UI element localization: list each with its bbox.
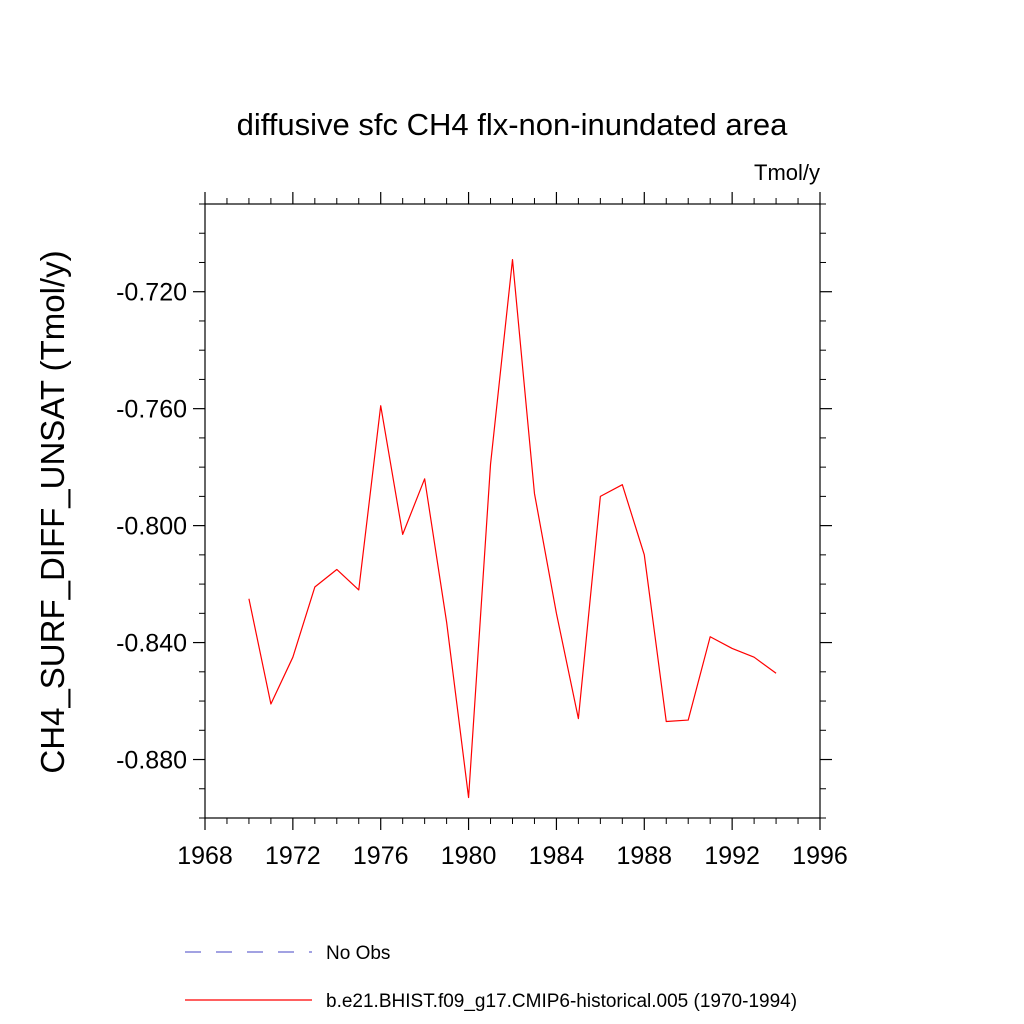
legend: No Obs b.e21.BHIST.f09_g17.CMIP6-historic… [185,943,797,1012]
y-tick-label: -0.880 [116,747,187,775]
x-tick-label: 1996 [792,842,848,870]
legend-label-1: b.e21.BHIST.f09_g17.CMIP6-historical.005… [326,991,797,1012]
y-tick-label: -0.800 [116,513,187,541]
legend-label-0: No Obs [326,943,390,964]
y-tick-label: -0.840 [116,630,187,658]
y-axis-label: CH4_SURF_DIFF_UNSAT (Tmol/y) [34,250,71,773]
x-tick-label: 1976 [353,842,409,870]
axis-ticks: 1968 1972 1976 1980 1984 1988 1992 1996 -0.720 -0… [116,192,848,870]
x-tick-label: 1968 [177,842,233,870]
x-tick-label: 1980 [441,842,497,870]
x-tick-label: 1988 [616,842,672,870]
units-label: Tmol/y [754,160,820,185]
x-tick-label: 1984 [529,842,585,870]
series-group [248,258,777,799]
y-tick-label: -0.720 [116,279,187,307]
chart-title: diffusive sfc CH4 flx-non-inundated area [237,107,789,142]
x-tick-label: 1992 [704,842,760,870]
plot-frame [204,203,821,819]
series-line-0 [248,258,777,799]
y-tick-label: -0.760 [116,396,187,424]
x-tick-label: 1972 [265,842,321,870]
